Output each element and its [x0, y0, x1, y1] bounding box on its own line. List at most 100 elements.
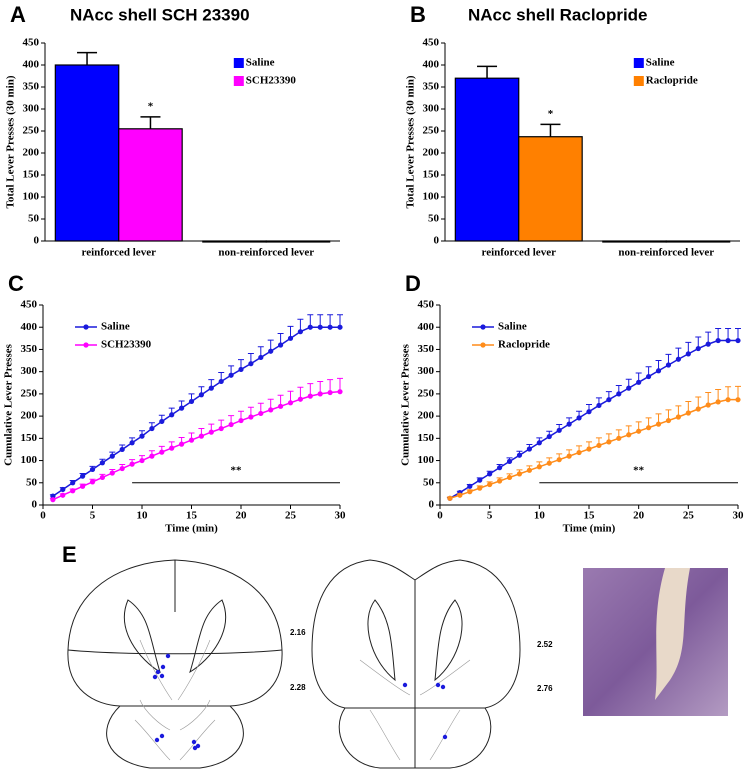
marker [119, 446, 125, 453]
y-tick-label: 50 [423, 476, 435, 488]
marker [655, 421, 662, 427]
bar [54, 64, 120, 242]
panel-label: B [410, 2, 426, 27]
significance-label: ** [231, 464, 243, 476]
x-tick-label: 0 [437, 510, 443, 522]
x-tick-label: 0 [40, 510, 46, 522]
marker [218, 425, 224, 432]
marker [546, 460, 552, 466]
marker [238, 366, 244, 373]
marker [228, 372, 234, 378]
marker [80, 483, 86, 489]
panel-label: A [10, 2, 26, 27]
series-line [449, 398, 738, 500]
panel-label: D [405, 271, 421, 296]
y-tick-label: 100 [418, 454, 435, 466]
y-tick-label: 200 [418, 410, 435, 422]
chart-title: NAcc shell SCH 23390 [70, 5, 250, 24]
marker [566, 453, 572, 459]
marker [477, 485, 483, 491]
x-tick-label: reinforced lever [482, 247, 557, 259]
y-tick-label: 300 [418, 365, 435, 377]
y-tick-label: 50 [26, 476, 38, 488]
section-outline [311, 559, 521, 769]
marker [198, 433, 204, 439]
marker [655, 368, 662, 374]
panel-e: E 2.16 2.28 2.52 2.76 [62, 542, 728, 769]
marker [725, 397, 731, 403]
legend-label: SCH23390 [101, 339, 152, 351]
bar [518, 136, 583, 242]
y-tick-label: 200 [423, 147, 440, 159]
series-line [449, 339, 738, 499]
error-bar [77, 51, 98, 65]
marker [497, 478, 503, 484]
marker [198, 392, 204, 398]
marker [715, 399, 721, 405]
marker [268, 407, 274, 413]
marker [327, 389, 333, 396]
marker [487, 481, 493, 488]
marker [685, 351, 691, 357]
marker [50, 497, 56, 503]
marker [287, 400, 294, 406]
panel-label: C [8, 271, 24, 296]
x-tick-label: 10 [534, 510, 546, 522]
y-axis-label: Cumulative Lever Presses [400, 343, 412, 466]
x-axis-label: Time (min) [563, 523, 616, 535]
marker [487, 471, 493, 477]
x-tick-label: 30 [733, 510, 745, 522]
x-axis-label: Time (min) [165, 523, 218, 535]
section-outline [345, 580, 485, 768]
y-axis-label: Cumulative Lever Presses [3, 343, 15, 466]
y-tick-label: 250 [21, 387, 38, 399]
marker [208, 429, 214, 435]
marker [149, 425, 155, 432]
marker [258, 410, 264, 417]
marker [695, 345, 701, 352]
section-outline [67, 560, 283, 707]
marker [586, 446, 592, 452]
marker [506, 474, 513, 481]
x-tick-label: 25 [683, 510, 695, 522]
marker [506, 458, 513, 465]
marker [317, 391, 323, 397]
marker [636, 379, 642, 385]
marker [60, 492, 66, 498]
marker [109, 453, 115, 459]
marker [685, 410, 691, 416]
chart-title: NAcc shell Raclopride [468, 5, 648, 24]
marker [179, 441, 185, 447]
marker [70, 480, 76, 486]
marker [337, 324, 343, 330]
marker [248, 414, 254, 420]
marker [60, 486, 66, 493]
marker [159, 418, 165, 425]
marker [735, 397, 741, 403]
y-tick-label: 150 [418, 432, 435, 444]
legend-swatch [633, 76, 644, 86]
marker [556, 457, 562, 463]
legend-label: Raclopride [646, 75, 698, 87]
y-tick-label: 0 [429, 499, 435, 511]
y-tick-label: 350 [23, 81, 40, 93]
marker [139, 433, 145, 439]
panel-label: E [62, 542, 77, 567]
marker [287, 335, 294, 341]
annotation: * [148, 100, 154, 112]
x-tick-label: non-reinforced lever [218, 247, 314, 259]
marker [646, 425, 652, 431]
x-tick-label: 15 [584, 510, 596, 522]
marker [268, 348, 274, 354]
y-tick-label: 250 [23, 125, 40, 137]
x-tick-label: 30 [335, 510, 347, 522]
y-tick-label: 0 [34, 235, 40, 247]
marker [576, 415, 582, 421]
y-tick-label: 300 [23, 103, 40, 115]
y-tick-label: 450 [423, 37, 440, 49]
x-tick-label: 20 [633, 510, 645, 522]
marker [566, 421, 572, 427]
y-tick-label: 450 [21, 299, 38, 311]
marker [636, 428, 642, 434]
